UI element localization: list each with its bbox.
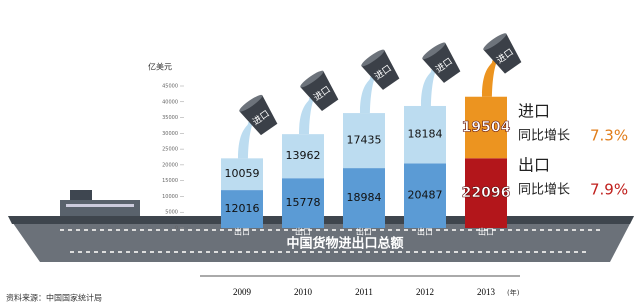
pour-stream	[238, 120, 254, 158]
growth-name: 进口	[518, 102, 550, 121]
bar-footer: 出口	[234, 227, 250, 237]
bar-footer: 出口	[356, 227, 372, 237]
data-label: 10059	[225, 167, 260, 180]
y-tick-label: 45000	[162, 84, 178, 90]
data-label: 17435	[347, 134, 382, 147]
growth-label: 同比增长	[518, 183, 570, 198]
y-tick-label: 10000	[162, 194, 178, 200]
pour-stream	[360, 75, 376, 113]
y-tick-label: 40000	[162, 99, 178, 105]
pour-stream	[421, 68, 437, 106]
x-tick-label: 2013	[477, 287, 496, 297]
chart: 亿美元 (年) 资料来源：中国国家统计局 中国货物进出口总额 进口 同比增长 7…	[0, 0, 639, 307]
source: 资料来源：中国国家统计局	[6, 293, 102, 303]
bar-footer: 出口	[295, 227, 311, 237]
data-label: 13962	[286, 149, 321, 162]
y-tick-label: 0	[175, 226, 178, 232]
bar-footer: 出口	[417, 227, 433, 237]
y-tick-label: 20000	[162, 162, 178, 168]
growth-value: 7.3%	[590, 127, 628, 145]
data-label: 18184	[408, 128, 443, 141]
chart-title: 中国货物进出口总额	[286, 236, 403, 252]
y-tick-label: 15000	[162, 178, 178, 184]
y-axis-label: 亿美元	[148, 62, 172, 72]
data-label: 20487	[408, 189, 443, 202]
y-tick-label: 5000	[165, 210, 178, 216]
x-tick-label: 2012	[416, 287, 434, 297]
x-tick-label: 2009	[233, 287, 252, 297]
y-tick-label: 35000	[162, 115, 178, 121]
data-label: 15778	[286, 196, 321, 209]
growth-label: 同比增长	[518, 129, 570, 144]
y-tick-label: 30000	[162, 131, 178, 137]
data-label: 19504	[462, 120, 511, 136]
data-label: 12016	[225, 202, 260, 215]
bar-footer: 出口	[478, 227, 494, 237]
growth-name: 出口	[518, 156, 550, 175]
x-axis-label: (年)	[507, 288, 520, 297]
x-tick-label: 2011	[355, 287, 373, 297]
x-tick-label: 2010	[294, 287, 313, 297]
pour-stream	[299, 96, 315, 134]
data-label: 22096	[462, 185, 511, 201]
pour-stream	[482, 59, 498, 97]
y-tick-label: 25000	[162, 147, 178, 153]
growth-value: 7.9%	[590, 181, 628, 199]
data-label: 18984	[347, 191, 382, 204]
